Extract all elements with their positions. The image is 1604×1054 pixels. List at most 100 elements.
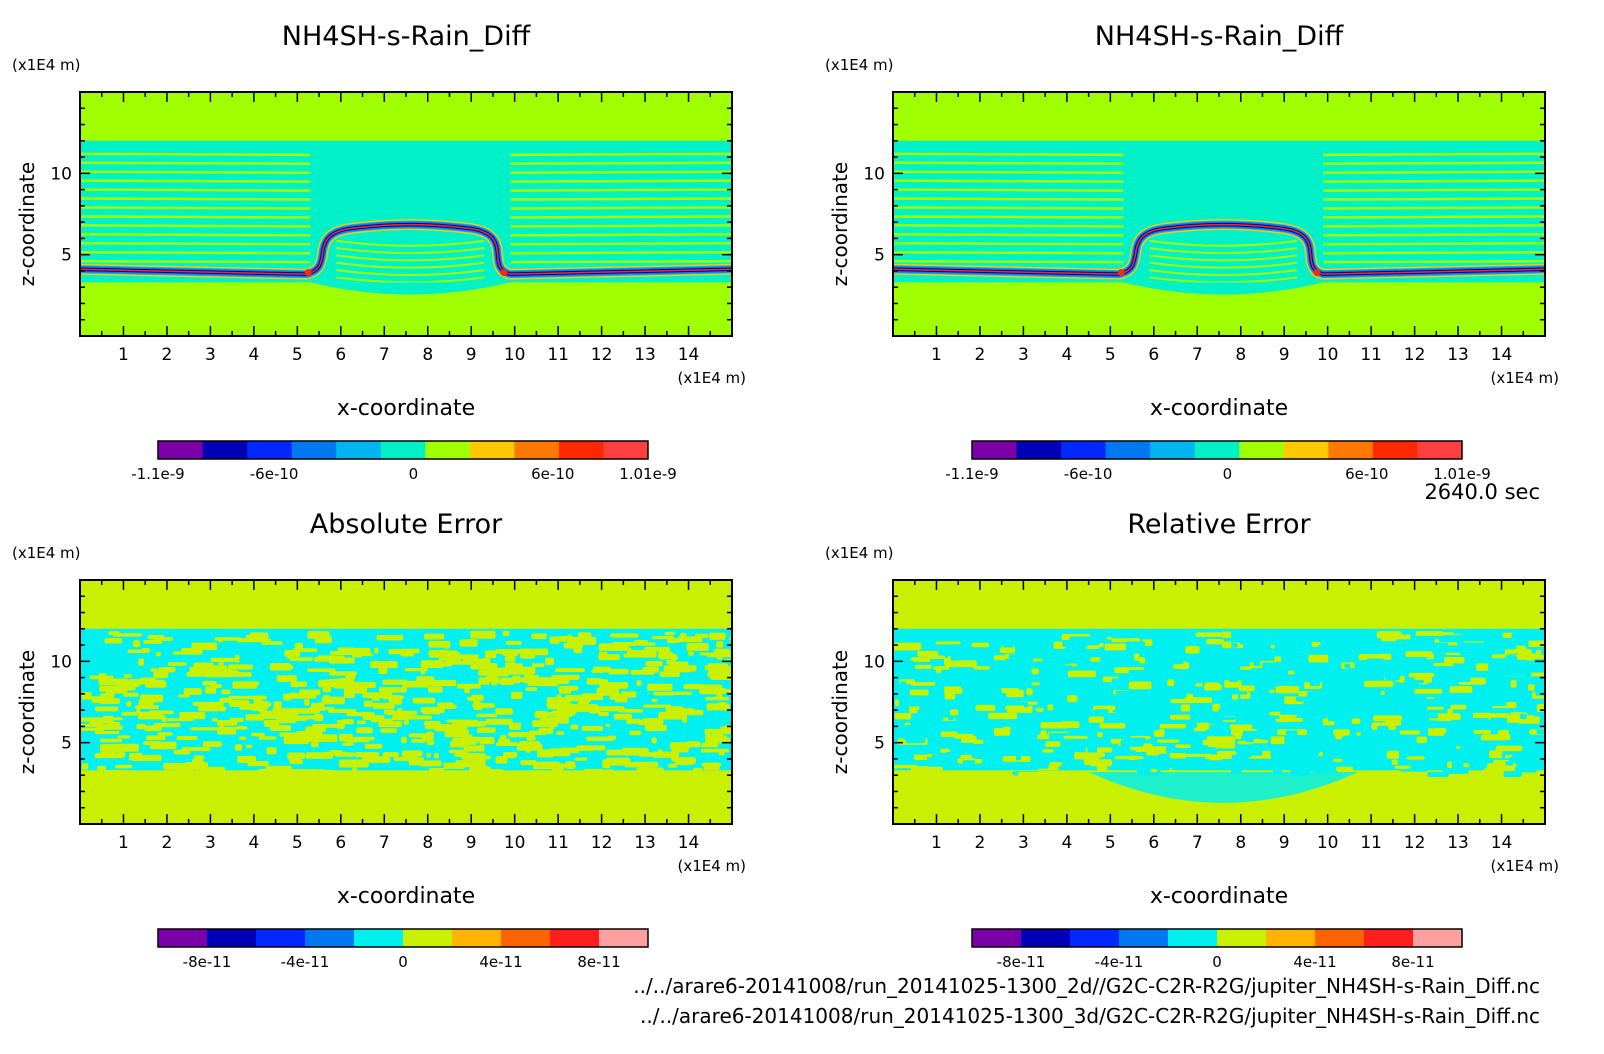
colorbar-swatch [469, 441, 515, 459]
error-speck [1428, 729, 1434, 736]
error-speck [94, 706, 119, 712]
error-speck [944, 693, 956, 700]
error-speck [1123, 737, 1147, 743]
error-speck [926, 753, 932, 758]
error-speck [1069, 686, 1097, 692]
colorbar-swatch [1105, 441, 1151, 459]
x-tick-label: 2 [162, 833, 173, 853]
error-speck [673, 655, 679, 660]
error-speck [232, 681, 260, 686]
error-speck [730, 674, 732, 678]
error-speck [387, 710, 418, 716]
error-speck [1123, 696, 1129, 701]
y-axis-label: z-coordinate [828, 162, 852, 286]
error-speck [1067, 695, 1078, 703]
error-speck [1481, 734, 1511, 740]
colorbar: -1.1e-9 -6e-10 0 6e-10 1.01e-9 [131, 440, 677, 483]
error-speck [1111, 637, 1141, 643]
error-speck [608, 668, 629, 675]
error-speck [1094, 669, 1116, 677]
error-speck [1437, 713, 1461, 720]
error-speck [549, 636, 560, 644]
x-tick-label: 9 [1279, 345, 1290, 365]
error-speck [1330, 750, 1357, 756]
x-tick-label: 3 [1018, 833, 1029, 853]
error-speck [98, 678, 128, 686]
error-speck [251, 732, 265, 737]
error-speck [1152, 661, 1170, 666]
error-speck [470, 630, 496, 639]
error-speck [1195, 632, 1223, 637]
y-axis-label: z-coordinate [15, 162, 39, 286]
x-tick-label: 6 [335, 345, 346, 365]
error-speck [1361, 745, 1368, 752]
x-tick-label: 4 [248, 345, 259, 365]
error-speck [1239, 666, 1252, 670]
field-stripe [80, 170, 732, 174]
error-speck [1262, 750, 1271, 758]
error-speck [1434, 649, 1463, 653]
x-tick-label: 14 [1491, 833, 1513, 853]
error-speck [602, 759, 609, 763]
colorbar-frame [157, 928, 649, 948]
colorbar-swatch [1217, 929, 1267, 947]
error-speck [1447, 708, 1453, 715]
error-speck [420, 660, 444, 668]
error-speck [1293, 637, 1310, 643]
x-tick-label: 8 [1235, 345, 1246, 365]
error-speck [304, 698, 310, 706]
error-speck [990, 671, 1010, 678]
error-speck [423, 633, 445, 640]
error-speck [718, 750, 725, 756]
error-speck [448, 749, 469, 754]
error-speck [1408, 672, 1435, 678]
x-axis-label: x-coordinate [337, 884, 475, 909]
error-speck [1134, 653, 1140, 661]
colorbar-label: 0 [398, 953, 408, 971]
field-stripe [80, 161, 732, 166]
chart-title: Relative Error [1127, 509, 1311, 540]
error-speck [978, 690, 1003, 698]
colorbar-swatch [158, 441, 204, 459]
cusp-mark [304, 269, 312, 277]
error-speck [403, 720, 410, 725]
heatmap-field [893, 580, 1545, 824]
error-speck [699, 652, 717, 656]
error-speck [1386, 750, 1399, 759]
error-speck [1239, 639, 1250, 645]
error-speck [893, 764, 917, 769]
error-speck [573, 648, 583, 654]
error-speck [245, 634, 262, 639]
error-speck [379, 687, 407, 693]
error-speck [644, 724, 667, 732]
error-speck [202, 741, 222, 747]
colorbar-label: 8e-11 [1391, 953, 1434, 971]
error-speck [1005, 705, 1025, 710]
error-speck [289, 657, 313, 662]
chart-panel-2: NH4SH-s-Rain_Diff(x1E4 m)1 2 3 4 5 6 7 8 9 10 11 12… [825, 21, 1559, 483]
error-speck [428, 679, 457, 687]
error-speck [1154, 642, 1182, 648]
error-speck [475, 768, 504, 776]
error-speck [305, 752, 334, 759]
error-speck [1003, 726, 1011, 731]
error-speck [510, 691, 523, 699]
error-speck [299, 689, 321, 696]
field-stripe [893, 250, 1545, 255]
error-speck [627, 649, 657, 658]
y-axis-label: z-coordinate [15, 650, 39, 774]
field-stripe [80, 242, 732, 246]
error-speck [245, 714, 265, 721]
error-speck [1450, 704, 1467, 710]
error-speck [1062, 665, 1073, 671]
error-speck [657, 749, 663, 757]
error-speck [1435, 672, 1458, 680]
error-speck [1159, 657, 1176, 663]
error-speck [647, 683, 673, 691]
error-speck [919, 704, 944, 713]
error-speck [605, 757, 631, 766]
error-speck [540, 762, 548, 768]
plume-stripe [336, 239, 485, 247]
error-speck [97, 765, 106, 771]
error-speck [705, 735, 728, 744]
